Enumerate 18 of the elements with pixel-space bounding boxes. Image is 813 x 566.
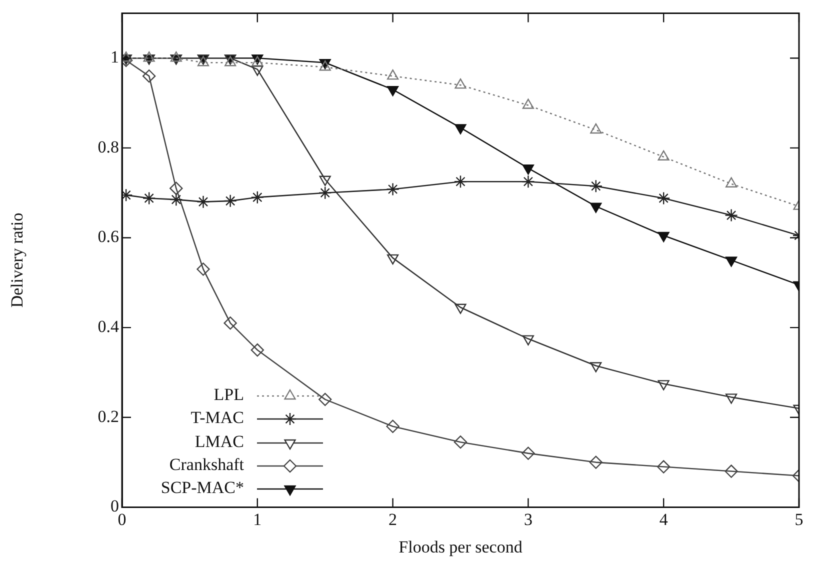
x-axis-title: Floods per second [398, 537, 523, 556]
x-tick-label: 5 [794, 510, 804, 529]
legend-label: T-MAC [190, 408, 244, 430]
legend-label: SCP-MAC* [160, 478, 244, 500]
legend-label: LPL [214, 385, 244, 406]
x-tick-label: 1 [253, 510, 262, 529]
y-tick-label: 0.6 [98, 227, 119, 246]
y-tick-label: 1 [110, 48, 119, 67]
y-tick-label: 0.2 [98, 406, 119, 426]
y-tick-label: 0 [110, 496, 119, 516]
legend-label: Crankshaft [169, 454, 244, 476]
x-tick-label: 3 [524, 510, 532, 529]
x-tick-label: 2 [388, 510, 398, 529]
x-tick-label: 4 [659, 510, 668, 529]
y-tick-label: 0.4 [98, 317, 120, 336]
y-tick-label: 0.8 [98, 137, 119, 156]
legend-label: LMAC [194, 432, 244, 453]
y-axis-title: Delivery ratio [8, 212, 27, 308]
